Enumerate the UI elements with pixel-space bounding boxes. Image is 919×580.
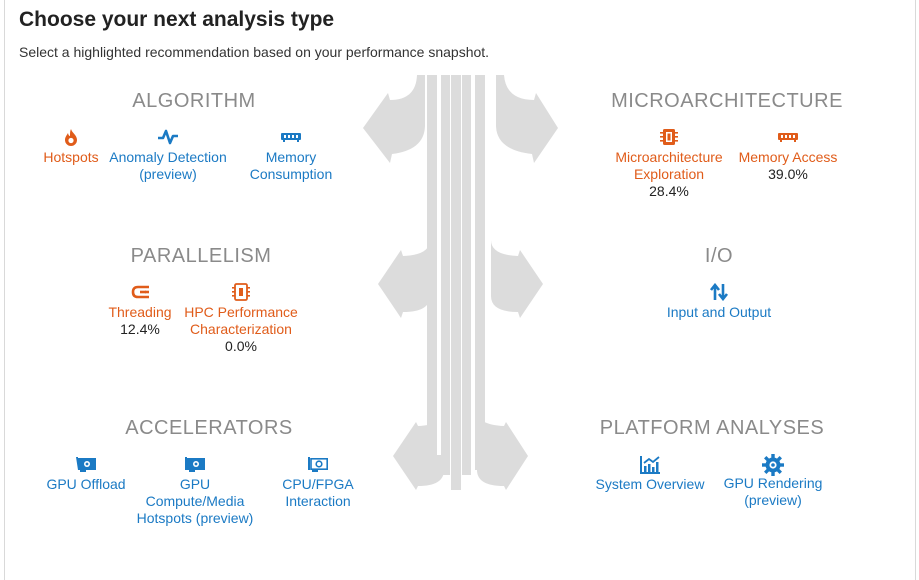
input-output-label: Input and Output (666, 304, 772, 320)
up-down-arrows-icon (649, 283, 789, 303)
flow-arrow-right-bottom (477, 410, 528, 490)
analysis-hpc-performance-characterization[interactable]: HPC Performance Characterization 0.0% (179, 283, 303, 355)
page-title: Choose your next analysis type (19, 8, 335, 31)
section-microarchitecture: MICROARCHITECTURE (611, 90, 843, 112)
gpu-card-icon (133, 455, 257, 475)
hpc-performance-label: HPC Performance Characterization (184, 304, 298, 337)
analysis-memory-consumption[interactable]: Memory Consumption (229, 128, 353, 183)
analysis-microarchitecture-exploration[interactable]: Microarchitecture Exploration 28.4% (607, 128, 731, 200)
anomaly-detection-label: Anomaly Detection (preview) (109, 149, 227, 182)
fpga-card-icon (256, 455, 380, 475)
section-parallelism: PARALLELISM (130, 245, 272, 267)
gpu-rendering-label: GPU Rendering (preview) (723, 475, 823, 508)
analysis-hotspots[interactable]: Hotspots (9, 128, 133, 166)
page-subtitle: Select a highlighted recommendation base… (19, 44, 490, 60)
analysis-gpu-compute-media-hotspots[interactable]: GPU Compute/Media Hotspots (preview) (133, 455, 257, 527)
analysis-input-output[interactable]: Input and Output (649, 283, 789, 321)
gpu-compute-media-label: GPU Compute/Media Hotspots (preview) (136, 476, 254, 526)
pulse-icon (106, 128, 230, 148)
analysis-cpu-fpga-interaction[interactable]: CPU/FPGA Interaction (256, 455, 380, 510)
microarchitecture-exploration-label: Microarchitecture Exploration (615, 149, 723, 182)
threading-label: Threading (108, 304, 172, 320)
threading-value: 12.4% (120, 321, 160, 337)
section-accelerators: ACCELERATORS (125, 417, 293, 439)
memory-consumption-label: Memory Consumption (249, 149, 333, 182)
section-algorithm: ALGORITHM (132, 90, 256, 112)
memory-chip-icon (726, 128, 850, 148)
system-overview-label: System Overview (595, 476, 705, 492)
analysis-gpu-offload[interactable]: GPU Offload (24, 455, 148, 493)
hotspots-label: Hotspots (43, 149, 99, 165)
analysis-gpu-rendering[interactable]: GPU Rendering (preview) (711, 454, 835, 509)
section-io: I/O (704, 245, 734, 267)
microarchitecture-exploration-value: 28.4% (649, 183, 689, 199)
analysis-anomaly-detection[interactable]: Anomaly Detection (preview) (106, 128, 230, 183)
bar-chart-icon (588, 455, 712, 475)
memory-access-value: 39.0% (768, 166, 808, 182)
flow-arrow-right-mid (491, 240, 543, 318)
processor-icon (179, 283, 303, 303)
flame-icon (9, 128, 133, 148)
dialog-panel (4, 0, 916, 580)
hpc-performance-value: 0.0% (225, 338, 257, 354)
flow-arrow-left-mid (378, 240, 430, 318)
cpu-fpga-label: CPU/FPGA Interaction (282, 476, 354, 509)
gpu-card-icon (24, 455, 148, 475)
gpu-offload-label: GPU Offload (46, 476, 126, 492)
memory-access-label: Memory Access (738, 149, 838, 165)
processor-icon (607, 128, 731, 148)
flow-arrow-left-top (363, 75, 425, 163)
analysis-system-overview[interactable]: System Overview (588, 455, 712, 493)
analysis-memory-access[interactable]: Memory Access 39.0% (726, 128, 850, 183)
analysis-threading[interactable]: Threading 12.4% (78, 283, 202, 338)
section-platform-analyses: PLATFORM ANALYSES (599, 417, 825, 439)
threads-icon (78, 283, 202, 303)
memory-chip-icon (229, 128, 353, 148)
gear-icon (711, 454, 835, 476)
flow-arrow-right-top (496, 75, 558, 163)
